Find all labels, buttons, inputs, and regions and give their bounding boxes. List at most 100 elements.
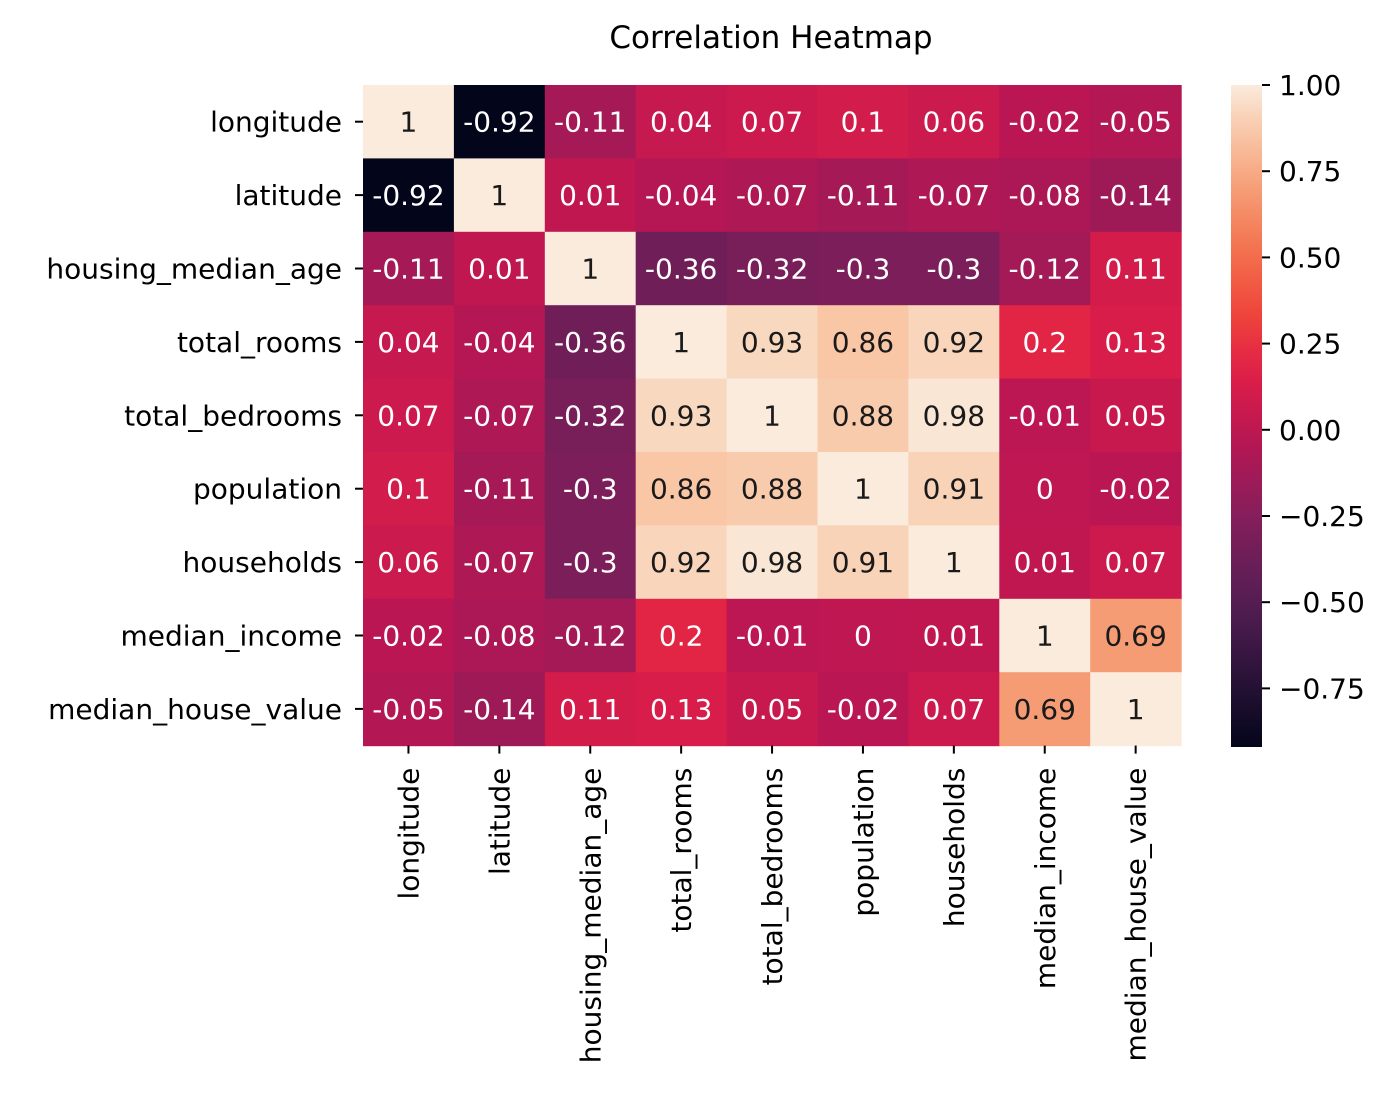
heatmap-cell [635,231,728,306]
x-tick-label: longitude [392,768,425,900]
x-tick-label: median_income [1029,768,1062,990]
heatmap-cell [544,158,637,233]
heatmap-cell [999,525,1091,600]
heatmap-cell [908,525,1000,600]
heatmap-cell [453,598,546,673]
heatmap-cell [544,452,637,526]
heatmap-cell [1090,378,1182,453]
heatmap-cell [544,85,637,159]
heatmap-cell [999,452,1091,526]
heatmap-cell [544,525,637,600]
heatmap-cell [726,452,819,526]
cell-value-label: -0.92 [372,179,444,212]
heatmap-cell [1090,452,1182,526]
cell-value-label: -0.08 [1009,179,1081,212]
heatmap-cell [453,85,546,159]
heatmap-cell [726,672,819,747]
y-tick-label: latitude [235,179,342,212]
colorbar-tick-label: 0.25 [1279,328,1341,361]
y-tick-label: total_bedrooms [124,399,342,432]
heatmap-cell [363,158,455,233]
x-axis: longitude latitude housing_median_age total… [392,745,1153,1064]
cell-value-label: 1 [945,546,963,579]
cell-value-label: 0.13 [1104,326,1166,359]
heatmap-cell [999,672,1091,747]
heatmap-cell [726,525,819,600]
heatmap-cell [544,378,637,453]
cell-value-label: -0.02 [827,693,899,726]
cell-value-label: 0.11 [1104,253,1166,286]
heatmap-cell [453,672,546,747]
y-tick-label: longitude [210,106,342,139]
cell-value-label: -0.12 [554,620,626,653]
cell-value-label: 0.69 [1104,620,1166,653]
heatmap-cell [817,85,909,159]
cell-value-label: 0.1 [841,106,886,139]
heatmap-cell [908,452,1000,526]
cell-value-label: -0.32 [736,253,808,286]
heatmap-cell [635,598,728,673]
cell-value-label: 0.92 [923,326,985,359]
heatmap-cell [817,525,909,600]
cell-value-label: -0.08 [463,620,535,653]
heatmap-cell [453,378,546,453]
cell-value-label: -0.11 [463,473,535,506]
cell-value-label: 0.1 [386,473,431,506]
heatmap-cell [1090,85,1182,159]
cell-value-label: -0.05 [372,693,444,726]
heatmap-cell [999,85,1091,159]
heatmap-cell [817,158,909,233]
cell-value-label: -0.01 [736,620,808,653]
x-tick-label: median_house_value [1120,768,1153,1062]
cell-value-label: 0.01 [923,620,985,653]
cell-value-label: 0.07 [923,693,985,726]
heatmap-cell [999,158,1091,233]
colorbar: −0.75 −0.50 −0.25 0.00 0.25 0.50 0.75 1.00 [1231,69,1365,747]
heatmap-cell [363,598,455,673]
cell-value-label: 0.93 [741,326,803,359]
cell-value-label: 1 [672,326,690,359]
heatmap-cell [817,305,909,380]
heatmap-cell [363,452,455,526]
colorbar-tick-label: −0.75 [1279,672,1365,705]
cell-value-label: 1 [1036,620,1054,653]
cell-value-label: 0.06 [923,106,985,139]
x-tick-label: latitude [483,768,516,875]
colorbar-gradient [1231,85,1262,747]
cell-value-label: -0.14 [463,693,535,726]
cell-value-label: 0.07 [377,399,439,432]
cell-value-label: 0.13 [650,693,712,726]
heatmap-cell [817,672,909,747]
heatmap-cells [363,85,1182,747]
heatmap-cell [363,231,455,306]
cell-value-label: 0.07 [741,106,803,139]
heatmap-cell [453,305,546,380]
heatmap-cell [363,525,455,600]
y-axis: longitude latitude housing_median_agetotal… [46,106,363,726]
heatmap-cell [908,598,1000,673]
cell-value-label: -0.92 [463,106,535,139]
cell-value-label: -0.11 [554,106,626,139]
cell-value-label: 0.86 [832,326,894,359]
heatmap-cell [544,305,637,380]
heatmap-cell [1090,305,1182,380]
cell-value-label: -0.3 [563,546,618,579]
cell-value-label: -0.02 [372,620,444,653]
heatmap-cell [544,672,637,747]
cell-value-label: -0.01 [1009,399,1081,432]
colorbar-tick-label: 0.75 [1279,155,1341,188]
cell-value-label: -0.07 [736,179,808,212]
heatmap-cell [908,231,1000,306]
cell-value-label: 0.01 [468,253,530,286]
cell-value-label: -0.05 [1099,106,1171,139]
heatmap-cell [817,378,909,453]
heatmap-cell [1090,525,1182,600]
cell-value-label: 0.01 [1014,546,1076,579]
heatmap-cell [817,598,909,673]
cell-value-label: 0.98 [923,399,985,432]
cell-value-label: 0.04 [377,326,439,359]
cell-value-label: 1 [1127,693,1145,726]
cell-value-label: -0.14 [1099,179,1171,212]
x-tick-label: housing_median_age [574,768,607,1064]
